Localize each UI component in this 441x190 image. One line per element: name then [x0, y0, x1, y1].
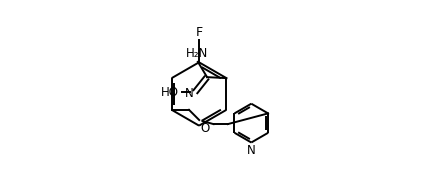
Text: N: N	[185, 87, 194, 100]
Text: N: N	[247, 144, 256, 157]
Text: F: F	[195, 26, 202, 39]
Text: HO: HO	[161, 86, 179, 99]
Text: H₂N: H₂N	[186, 47, 208, 60]
Text: O: O	[200, 122, 209, 135]
